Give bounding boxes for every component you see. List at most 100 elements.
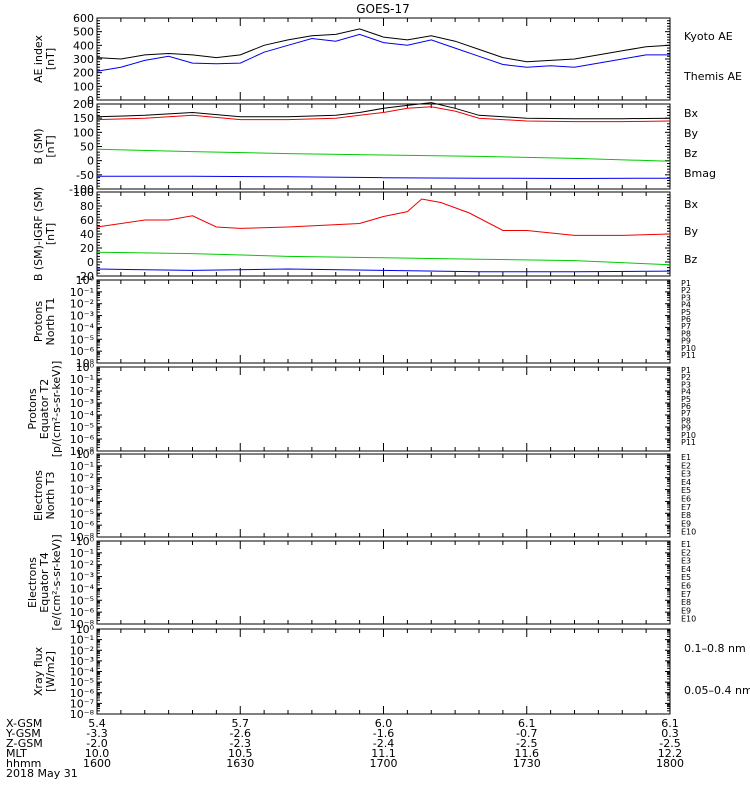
legend-entry: P4 <box>681 388 691 397</box>
y-tick-label: 10⁻² <box>70 559 94 572</box>
legend-entry: P2 <box>681 373 691 382</box>
y-tick-label: 10⁻⁸ <box>70 445 95 458</box>
y-axis-label: North T1 <box>44 298 57 346</box>
y-tick-label: 10⁻¹ <box>70 460 94 473</box>
y-tick-label: -100 <box>69 183 94 196</box>
y-tick-label: 100 <box>73 186 94 199</box>
legend-entry: P7 <box>681 322 691 331</box>
footer-value: -2.5 <box>516 737 537 750</box>
legend-entry: E7 <box>681 590 691 599</box>
series-by <box>96 148 671 162</box>
footer-value: -0.7 <box>516 727 537 740</box>
legend-entry: P5 <box>681 308 691 317</box>
panel-frame <box>96 540 671 625</box>
legend-entry: E6 <box>681 582 691 591</box>
legend-entry: Bz <box>684 147 698 160</box>
footer-row-label: Z-GSM <box>6 737 43 750</box>
y-tick-label: 10⁻³ <box>70 484 94 497</box>
footer-value: 11.1 <box>371 747 396 760</box>
panel-frame <box>96 628 671 715</box>
y-tick-label: 20 <box>80 242 94 255</box>
legend-entry: E8 <box>681 511 691 520</box>
y-tick-label: 10⁰ <box>76 448 95 461</box>
footer-row-label: MLT <box>6 747 27 760</box>
y-tick-label: 10⁻² <box>70 298 94 311</box>
y-tick-label: 10⁰ <box>76 361 95 374</box>
legend-entry: P8 <box>681 416 691 425</box>
legend-entry: E7 <box>681 503 691 512</box>
legend-entry: P3 <box>681 380 691 389</box>
legend-entry: P3 <box>681 293 691 302</box>
y-tick-label: 10⁻⁸ <box>70 531 95 544</box>
y-axis-label: Electrons <box>26 557 39 608</box>
y-tick-label: 60 <box>80 214 94 227</box>
y-tick-label: -20 <box>76 270 94 283</box>
footer-value: 6.0 <box>375 717 393 730</box>
legend-entry: E9 <box>681 519 691 528</box>
y-tick-label: 100 <box>73 126 94 139</box>
y-tick-label: 10⁰ <box>76 274 95 287</box>
y-tick-label: 10⁻³ <box>70 310 94 323</box>
legend-entry: Bz <box>684 253 698 266</box>
y-tick-label: 10⁻⁵ <box>70 421 94 434</box>
legend-entry: P10 <box>681 431 696 440</box>
y-tick-label: 500 <box>73 26 94 39</box>
legend-entry: E10 <box>681 615 696 624</box>
y-tick-label: 10⁻⁶ <box>70 433 95 446</box>
y-tick-label: 10⁻⁶ <box>70 606 95 619</box>
series-themis-ae <box>96 28 671 63</box>
panel-frame <box>96 191 671 277</box>
footer-value: 5.4 <box>88 717 106 730</box>
legend-entry: E1 <box>681 540 691 549</box>
y-tick-label: 10⁻¹ <box>70 373 94 386</box>
y-tick-label: 10⁰ <box>76 623 95 636</box>
y-axis-label: Xray flux <box>32 646 45 696</box>
y-tick-label: 10⁰ <box>76 535 95 548</box>
footer-value: 1600 <box>83 757 111 770</box>
figure-title: GOES-17 <box>356 2 410 16</box>
footer-value: 10.0 <box>85 747 110 760</box>
legend-entry: E4 <box>681 478 691 487</box>
footer-value: 0.3 <box>661 727 679 740</box>
legend-entry: E2 <box>681 461 691 470</box>
y-axis-label: [e/(cm²-s-sr-keV)] <box>50 534 63 630</box>
footer-row-label: 2018 May 31 <box>6 767 78 780</box>
y-tick-label: 0 <box>87 155 94 168</box>
y-axis-label: B (SM)-IGRF (SM) <box>32 187 45 281</box>
y-tick-label: 40 <box>80 228 94 241</box>
y-axis-label: [nT] <box>44 223 57 245</box>
footer-value: -3.3 <box>86 727 107 740</box>
series-bz <box>96 106 671 123</box>
footer-value: 11.6 <box>515 747 540 760</box>
y-tick-label: 10⁻⁵ <box>70 594 94 607</box>
legend-entry: Themis AE <box>683 70 742 83</box>
legend-entry: P1 <box>681 366 691 375</box>
legend-entry: P11 <box>681 351 696 360</box>
y-tick-label: 0 <box>87 94 94 107</box>
legend-entry: 0.05–0.4 nm <box>684 684 750 697</box>
legend-entry: E3 <box>681 470 691 479</box>
panel-frame <box>96 366 671 452</box>
legend-entry: P4 <box>681 301 691 310</box>
legend-entry: Bmag <box>684 167 716 180</box>
y-tick-label: 10⁻² <box>70 472 94 485</box>
y-axis-label: Equator T2 <box>38 379 51 439</box>
footer-value: 1700 <box>370 757 398 770</box>
legend-entry: By <box>684 127 699 140</box>
y-tick-label: 0 <box>87 256 94 269</box>
footer-value: 10.5 <box>228 747 253 760</box>
legend-entry: P7 <box>681 409 691 418</box>
y-tick-label: 10⁸ <box>76 357 95 370</box>
y-tick-label: 10⁻⁶ <box>70 345 95 358</box>
footer-value: 5.7 <box>232 717 250 730</box>
legend-entry: 0.1–0.8 nm <box>684 642 746 655</box>
y-tick-label: 10⁻⁴ <box>70 321 95 334</box>
panel-7: 10⁻⁸10⁻⁶10⁻⁵10⁻⁴10⁻³10⁻²10⁻¹10⁰Electrons… <box>26 534 696 631</box>
y-tick-label: 400 <box>73 39 94 52</box>
legend-entry: P8 <box>681 329 691 338</box>
series-kyoto-ae <box>96 33 670 72</box>
